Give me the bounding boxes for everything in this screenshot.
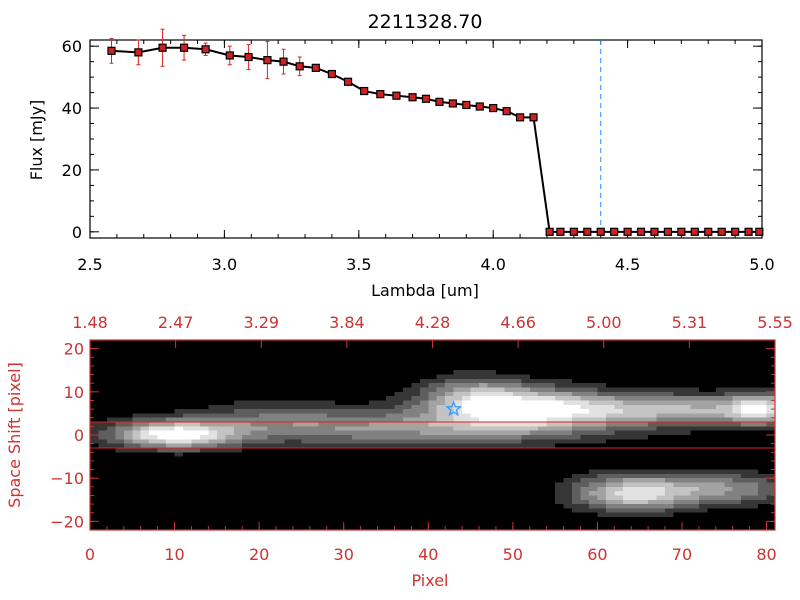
data-point (421, 94, 431, 103)
spectrum-panel: 2211328.70 2.5 3.0 3.5 4.0 4.5 5.0 0 20 40 60 Lam… (27, 11, 775, 300)
image-y-tick-label: 0 (74, 426, 84, 445)
data-point (107, 46, 116, 55)
x-tick-label: 3.0 (212, 255, 237, 274)
data-point (225, 51, 234, 60)
image-y-tick-label: 20 (64, 340, 84, 359)
top-axis-tick-label: 1.48 (72, 313, 108, 332)
data-point (731, 227, 740, 236)
x-tick-label: 4.0 (480, 255, 505, 274)
data-point (529, 113, 538, 122)
top-axis-tick-label: 5.31 (672, 313, 708, 332)
data-point (343, 77, 353, 86)
top-axis-tick-label: 3.29 (243, 313, 279, 332)
data-point (569, 227, 578, 236)
image-plot-area: 0 10 20 30 40 50 60 70 80 1.48 2.47 3.29 3.84 4.28 4.6… (50, 313, 793, 564)
data-point (663, 227, 673, 236)
data-point (556, 227, 565, 236)
image-x-tick-label: 80 (756, 545, 776, 564)
top-axis-tick-label: 5.55 (757, 313, 793, 332)
image-x-tick-label: 30 (334, 545, 354, 564)
data-point (690, 227, 699, 236)
data-point (179, 43, 189, 52)
data-point (502, 107, 511, 116)
data-point (744, 227, 753, 236)
top-axis-tick-label: 5.00 (586, 313, 622, 332)
data-point (360, 86, 369, 96)
image-x-tick-label: 20 (249, 545, 269, 564)
image-x-tick-label: 70 (672, 545, 692, 564)
data-point (583, 227, 592, 236)
x-axis-label: Lambda [um] (371, 281, 479, 300)
data-point (475, 102, 484, 111)
top-axis-tick-label: 3.84 (329, 313, 365, 332)
flux-line (111, 46, 760, 233)
data-point (408, 93, 417, 102)
data-point (489, 103, 498, 113)
image-x-tick-label: 60 (587, 545, 607, 564)
data-point (201, 45, 210, 54)
data-point (677, 227, 686, 236)
image-x-tick-label: 0 (85, 545, 95, 564)
data-point (717, 227, 726, 236)
y-tick-label: 20 (62, 161, 82, 180)
data-point (623, 227, 632, 236)
data-point (327, 69, 337, 79)
image-x-tick-label: 10 (164, 545, 184, 564)
image-y-axis-label: Space Shift [pixel] (5, 362, 24, 508)
data-point (392, 91, 401, 100)
top-axis-tick-label: 4.28 (415, 313, 451, 332)
data-point (755, 227, 764, 236)
y-tick-label: 60 (62, 37, 82, 56)
data-point (448, 99, 457, 108)
x-tick-label: 4.5 (615, 255, 640, 274)
x-tick-label: 2.5 (77, 255, 102, 274)
image-y-tick-label: 10 (64, 383, 84, 402)
data-point (244, 52, 253, 62)
y-tick-label: 40 (62, 99, 82, 118)
image-x-tick-label: 50 (503, 545, 523, 564)
data-point (636, 227, 646, 236)
chart-title: 2211328.70 (368, 11, 483, 33)
data-point (158, 43, 167, 52)
image-y-tick-label: −20 (50, 512, 84, 531)
data-point (596, 227, 605, 236)
data-point (376, 90, 385, 99)
x-tick-label: 5.0 (749, 255, 774, 274)
data-point (650, 227, 659, 236)
data-point (515, 113, 525, 122)
data-point (610, 227, 619, 236)
spectrum-plot-area: 2.5 3.0 3.5 4.0 4.5 5.0 0 20 40 60 (62, 28, 775, 274)
data-point (263, 56, 272, 65)
spectral-image-panel: 0 10 20 30 40 50 60 70 80 1.48 2.47 3.29 3.84 4.28 4.6… (5, 313, 793, 590)
image-x-axis-label: Pixel (411, 571, 448, 590)
star-marker (445, 400, 463, 417)
top-axis-tick-label: 4.66 (500, 313, 536, 332)
top-axis-tick-label: 2.47 (158, 313, 194, 332)
data-point (134, 48, 143, 57)
data-point (462, 100, 471, 110)
data-point (311, 63, 320, 72)
plot-frame (89, 39, 763, 239)
data-point (279, 57, 288, 66)
data-point (545, 227, 554, 236)
data-point (704, 227, 713, 236)
data-point (435, 97, 444, 106)
image-x-tick-label: 40 (418, 545, 438, 564)
data-point (295, 62, 304, 71)
x-tick-label: 3.5 (346, 255, 371, 274)
spectral-image (90, 340, 775, 530)
image-y-tick-label: −10 (50, 469, 84, 488)
y-axis-label: Flux [mJy] (27, 100, 46, 181)
y-tick-label: 0 (72, 223, 82, 242)
